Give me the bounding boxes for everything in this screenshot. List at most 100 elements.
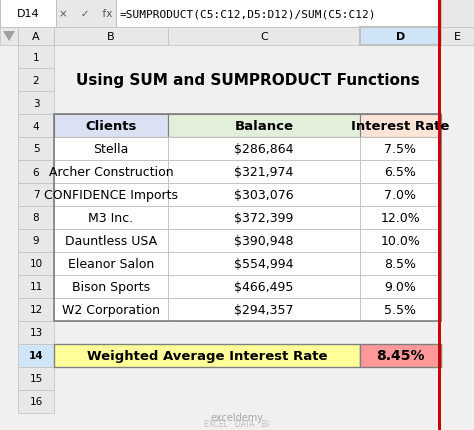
Text: A: A (32, 32, 40, 42)
Bar (360, 275, 441, 298)
Bar (168, 252, 360, 275)
Text: 8.45%: 8.45% (376, 349, 425, 362)
Text: W2 Corporation: W2 Corporation (62, 303, 160, 316)
Bar (360, 252, 441, 275)
Bar (438, 0, 441, 430)
Text: Weighted Average Interest Rate: Weighted Average Interest Rate (87, 349, 327, 362)
Text: Using SUM and SUMPRODUCT Functions: Using SUM and SUMPRODUCT Functions (76, 73, 419, 88)
Bar (54, 298, 168, 321)
Bar (168, 161, 360, 184)
Text: 16: 16 (29, 396, 43, 406)
Text: 5.5%: 5.5% (384, 303, 417, 316)
Bar (18, 298, 54, 321)
Bar (168, 184, 360, 206)
Text: Dauntless USA: Dauntless USA (65, 234, 157, 247)
Bar (18, 344, 54, 367)
Bar (0, 0, 56, 28)
Bar (438, 28, 441, 46)
Text: D14: D14 (17, 9, 39, 19)
Text: C: C (260, 32, 268, 42)
Bar (54, 184, 168, 206)
Bar (438, 0, 441, 28)
Text: =SUMPRODUCT(C5:C12,D5:D12)/SUM(C5:C12): =SUMPRODUCT(C5:C12,D5:D12)/SUM(C5:C12) (120, 9, 376, 19)
Bar (56, 0, 116, 28)
Text: 12: 12 (29, 305, 43, 315)
Bar (54, 28, 168, 46)
Bar (54, 161, 168, 184)
Bar (18, 230, 54, 252)
Text: $303,076: $303,076 (234, 189, 294, 202)
Text: exceldemy: exceldemy (210, 412, 264, 422)
Bar (18, 390, 54, 413)
Text: Eleanor Salon: Eleanor Salon (68, 258, 154, 270)
Text: $466,495: $466,495 (234, 280, 294, 293)
Bar (54, 206, 168, 230)
Text: $321,974: $321,974 (234, 166, 294, 178)
Text: 15: 15 (29, 374, 43, 384)
Text: ×    ✓    fx: × ✓ fx (59, 9, 113, 19)
Text: EXCEL · DATA · BI: EXCEL · DATA · BI (204, 420, 270, 429)
Text: Archer Construction: Archer Construction (49, 166, 173, 178)
Bar (54, 275, 168, 298)
Text: $390,948: $390,948 (234, 234, 294, 247)
Text: B: B (107, 32, 115, 42)
Bar (18, 252, 54, 275)
Bar (54, 252, 168, 275)
Text: D: D (396, 32, 405, 42)
Bar (168, 298, 360, 321)
Bar (360, 161, 441, 184)
Text: 13: 13 (29, 328, 43, 338)
Bar (18, 138, 54, 161)
Bar (18, 69, 54, 92)
Text: 12.0%: 12.0% (381, 212, 420, 224)
Bar (360, 344, 441, 367)
Text: $294,357: $294,357 (234, 303, 294, 316)
Text: Bison Sports: Bison Sports (72, 280, 150, 293)
Bar (18, 321, 54, 344)
Text: 6: 6 (33, 167, 39, 177)
Text: 7.0%: 7.0% (384, 189, 417, 202)
Bar (54, 344, 360, 367)
Bar (360, 138, 441, 161)
Bar (54, 230, 168, 252)
Text: Interest Rate: Interest Rate (351, 120, 450, 133)
Bar (168, 275, 360, 298)
Text: 10: 10 (29, 259, 43, 269)
Text: 11: 11 (29, 282, 43, 292)
Bar (168, 115, 360, 138)
Bar (441, 28, 474, 46)
Text: 8.5%: 8.5% (384, 258, 417, 270)
Text: 3: 3 (33, 98, 39, 108)
Bar (18, 92, 54, 115)
Bar (360, 206, 441, 230)
Bar (18, 184, 54, 206)
Text: 7: 7 (33, 190, 39, 200)
Bar (54, 115, 168, 138)
Bar (54, 138, 168, 161)
Bar (18, 275, 54, 298)
Text: 9: 9 (33, 236, 39, 246)
Text: 7.5%: 7.5% (384, 143, 417, 156)
Bar (360, 298, 441, 321)
Polygon shape (3, 32, 15, 42)
Text: M3 Inc.: M3 Inc. (89, 212, 134, 224)
Text: 14: 14 (29, 351, 43, 361)
Text: 1: 1 (33, 52, 39, 62)
Text: 4: 4 (33, 121, 39, 131)
Text: CONFIDENCE Imports: CONFIDENCE Imports (44, 189, 178, 202)
Bar (168, 28, 360, 46)
Bar (18, 46, 54, 69)
Bar (116, 0, 438, 28)
Text: $286,864: $286,864 (234, 143, 294, 156)
Bar (168, 138, 360, 161)
Text: Stella: Stella (93, 143, 128, 156)
Text: $372,399: $372,399 (234, 212, 294, 224)
Bar (18, 367, 54, 390)
Bar (0, 28, 18, 46)
Bar (441, 0, 474, 28)
Bar (18, 115, 54, 138)
Text: $554,994: $554,994 (234, 258, 294, 270)
Text: 2: 2 (33, 75, 39, 85)
Bar (168, 206, 360, 230)
Bar (360, 230, 441, 252)
